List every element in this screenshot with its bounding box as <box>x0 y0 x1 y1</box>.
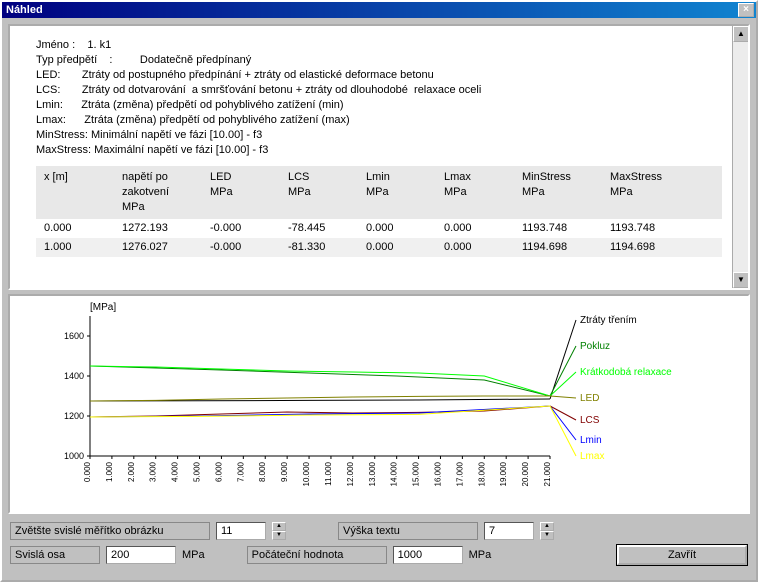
scale-input[interactable] <box>216 522 266 540</box>
spinner-up-icon[interactable]: ▲ <box>272 522 286 531</box>
report-text: Jméno : 1. k1Typ předpětí : Dodatečně př… <box>10 26 748 269</box>
vertical-axis-unit: MPa <box>182 549 205 561</box>
window-title: Náhled <box>4 4 738 16</box>
vertical-axis-input[interactable] <box>106 546 176 564</box>
svg-text:14.000: 14.000 <box>390 461 399 486</box>
svg-text:19.000: 19.000 <box>499 461 508 486</box>
svg-text:LCS: LCS <box>580 415 600 426</box>
initial-value-unit: MPa <box>469 549 492 561</box>
svg-text:10.000: 10.000 <box>302 461 311 486</box>
svg-text:8.000: 8.000 <box>258 461 267 482</box>
spinner-down-icon[interactable]: ▼ <box>540 531 554 540</box>
svg-text:LED: LED <box>580 393 599 404</box>
initial-value-input[interactable] <box>393 546 463 564</box>
controls-panel: Zvětšte svislé měřítko obrázku ▲ ▼ Výška… <box>8 518 750 574</box>
svg-text:Ztráty třením: Ztráty třením <box>580 315 637 326</box>
scale-spinner[interactable]: ▲ ▼ <box>272 522 286 540</box>
report-scrollbar[interactable]: ▲ ▼ <box>732 26 748 288</box>
svg-text:12.000: 12.000 <box>346 461 355 486</box>
titlebar: Náhled × <box>2 2 756 18</box>
report-panel: Jméno : 1. k1Typ předpětí : Dodatečně př… <box>8 24 750 290</box>
chart-svg: [MPa] 1000 1200 1400 1600 0.000 1.000 2.000 3.00… <box>10 296 750 512</box>
svg-text:18.000: 18.000 <box>477 461 486 486</box>
svg-text:Krátkodobá relaxace: Krátkodobá relaxace <box>580 367 672 378</box>
svg-text:20.000: 20.000 <box>521 461 530 486</box>
svg-text:11.000: 11.000 <box>324 461 333 485</box>
text-height-label: Výška textu <box>338 522 478 540</box>
text-height-spinner[interactable]: ▲ ▼ <box>540 522 554 540</box>
scroll-down-icon[interactable]: ▼ <box>733 272 749 288</box>
svg-text:17.000: 17.000 <box>455 461 464 486</box>
scale-label: Zvětšte svislé měřítko obrázku <box>10 522 210 540</box>
initial-value-label: Počáteční hodnota <box>247 546 387 564</box>
svg-text:3.000: 3.000 <box>149 461 158 482</box>
svg-text:16.000: 16.000 <box>433 461 442 486</box>
vertical-axis-label: Svislá osa <box>10 546 100 564</box>
spinner-down-icon[interactable]: ▼ <box>272 531 286 540</box>
svg-text:1200: 1200 <box>64 411 84 421</box>
svg-text:1400: 1400 <box>64 371 84 381</box>
scroll-up-icon[interactable]: ▲ <box>733 26 749 42</box>
svg-text:13.000: 13.000 <box>368 461 377 486</box>
chart-panel: [MPa] 1000 1200 1400 1600 0.000 1.000 2.000 3.00… <box>8 294 750 514</box>
text-height-input[interactable] <box>484 522 534 540</box>
svg-text:Lmax: Lmax <box>580 451 604 462</box>
svg-text:Pokluz: Pokluz <box>580 341 610 352</box>
close-button[interactable]: Zavřít <box>616 544 748 566</box>
svg-text:5.000: 5.000 <box>193 461 202 482</box>
svg-text:2.000: 2.000 <box>127 461 136 482</box>
close-icon[interactable]: × <box>738 3 754 17</box>
preview-window: Náhled × Jméno : 1. k1Typ předpětí : Dod… <box>0 0 758 582</box>
svg-text:15.000: 15.000 <box>412 461 421 486</box>
svg-text:7.000: 7.000 <box>236 461 245 482</box>
svg-text:6.000: 6.000 <box>214 461 223 482</box>
svg-text:0.000: 0.000 <box>83 461 92 482</box>
spinner-up-icon[interactable]: ▲ <box>540 522 554 531</box>
svg-text:[MPa]: [MPa] <box>90 302 116 313</box>
svg-text:1.000: 1.000 <box>105 461 114 482</box>
svg-text:1000: 1000 <box>64 451 84 461</box>
svg-text:Lmin: Lmin <box>580 435 602 446</box>
svg-text:21.000: 21.000 <box>543 461 552 486</box>
svg-text:4.000: 4.000 <box>171 461 180 482</box>
svg-text:1600: 1600 <box>64 331 84 341</box>
svg-text:9.000: 9.000 <box>280 461 289 482</box>
window-content: Jméno : 1. k1Typ předpětí : Dodatečně př… <box>2 18 756 580</box>
